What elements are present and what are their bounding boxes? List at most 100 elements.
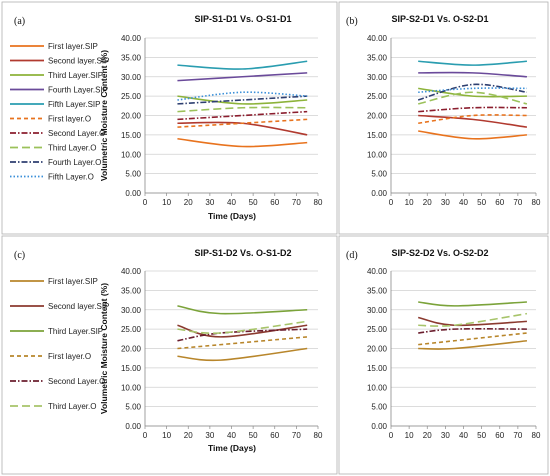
x-tick-label: 20 bbox=[184, 431, 193, 440]
panel-label: (c) bbox=[14, 250, 25, 261]
series-line bbox=[418, 130, 527, 140]
chart-title: SIP-S2-D2 Vs. O-S2-D2 bbox=[391, 248, 488, 258]
x-tick-label: 10 bbox=[162, 198, 171, 207]
x-tick-label: 50 bbox=[477, 431, 486, 440]
x-tick-label: 20 bbox=[184, 198, 193, 207]
y-tick-label: 15.00 bbox=[367, 364, 388, 373]
x-tick-label: 60 bbox=[270, 198, 279, 207]
y-tick-label: 25.00 bbox=[367, 325, 388, 334]
legend: First layer.SIP Second layer.SIP Third Lay… bbox=[10, 42, 109, 182]
x-tick-label: 40 bbox=[227, 431, 236, 440]
x-tick-label: 30 bbox=[205, 431, 214, 440]
x-tick-label: 0 bbox=[389, 431, 394, 440]
panel-frame bbox=[1, 1, 338, 235]
x-tick-label: 60 bbox=[495, 198, 504, 207]
y-tick-label: 20.00 bbox=[121, 345, 142, 354]
y-tick-label: 25.00 bbox=[367, 92, 388, 101]
panel-label: (d) bbox=[346, 250, 358, 261]
y-axis-label: Volumetric Moisture Content (%) bbox=[99, 283, 109, 414]
chart-title: SIP-S2-D1 Vs. O-S2-D1 bbox=[391, 14, 488, 24]
series-line bbox=[177, 347, 308, 362]
series-line bbox=[177, 137, 308, 148]
chart-title: SIP-S1-D2 Vs. O-S1-D2 bbox=[194, 248, 291, 258]
x-tick-label: 0 bbox=[143, 198, 148, 207]
series-line bbox=[418, 339, 528, 350]
legend-entry: Second layer.SIP bbox=[48, 57, 109, 66]
y-tick-label: 5.00 bbox=[371, 170, 387, 179]
y-axis-label: Volumetric Moisture Content (%) bbox=[99, 50, 109, 181]
y-tick-label: 35.00 bbox=[367, 286, 388, 295]
legend-entry: Fourth Layer.O bbox=[48, 158, 101, 167]
legend-entry: First layer.SIP bbox=[48, 42, 98, 51]
x-tick-label: 40 bbox=[227, 198, 236, 207]
chart-panel-c: SIP-S1-D2 Vs. O-S1-D2 (c) 0.00 5.00 10.00 15.… bbox=[10, 248, 323, 453]
chart-panel-b: SIP-S2-D1 Vs. O-S2-D1 (b) 0.00 5.00 10.00 15.… bbox=[346, 14, 541, 207]
y-tick-label: 15.00 bbox=[121, 131, 142, 140]
panel-frame bbox=[338, 235, 549, 475]
series-line bbox=[177, 324, 308, 338]
chart-panel-a: SIP-S1-D1 Vs. O-S1-D1 (a) 0.00 5.00 10.00 15.… bbox=[10, 14, 323, 221]
y-tick-label: 5.00 bbox=[371, 403, 387, 412]
x-tick-label: 60 bbox=[270, 431, 279, 440]
y-tick-label: 40.00 bbox=[367, 267, 388, 276]
x-tick-label: 80 bbox=[532, 431, 541, 440]
y-tick-label: 0.00 bbox=[371, 422, 387, 431]
x-tick-label: 70 bbox=[513, 198, 522, 207]
legend-entry: Third Layer.O bbox=[48, 402, 96, 411]
x-tick-label: 40 bbox=[459, 198, 468, 207]
y-tick-label: 15.00 bbox=[121, 364, 142, 373]
series-line bbox=[418, 91, 528, 105]
x-tick-label: 0 bbox=[389, 198, 394, 207]
y-tick-label: 30.00 bbox=[367, 73, 388, 82]
y-tick-label: 10.00 bbox=[367, 383, 388, 392]
x-tick-label: 60 bbox=[495, 431, 504, 440]
series-line bbox=[177, 106, 308, 113]
series-line bbox=[177, 72, 308, 82]
legend-entry: Second layer.SIP bbox=[48, 302, 109, 311]
y-tick-label: 35.00 bbox=[367, 53, 388, 62]
chart-title: SIP-S1-D1 Vs. O-S1-D1 bbox=[194, 14, 291, 24]
x-tick-label: 30 bbox=[205, 198, 214, 207]
legend-entry: First layer.O bbox=[48, 115, 91, 124]
y-tick-label: 30.00 bbox=[367, 306, 388, 315]
y-tick-label: 30.00 bbox=[121, 306, 142, 315]
y-tick-label: 35.00 bbox=[121, 286, 142, 295]
legend: First layer.SIP Second layer.SIP Third Lay… bbox=[10, 277, 109, 411]
x-tick-label: 40 bbox=[459, 431, 468, 440]
y-tick-label: 20.00 bbox=[367, 345, 388, 354]
series-line bbox=[177, 320, 308, 335]
series-line bbox=[177, 305, 308, 315]
x-tick-label: 80 bbox=[314, 431, 323, 440]
panel-label: (a) bbox=[14, 16, 25, 27]
x-tick-label: 70 bbox=[513, 431, 522, 440]
x-tick-label: 0 bbox=[143, 431, 148, 440]
y-tick-label: 25.00 bbox=[121, 92, 142, 101]
x-tick-label: 10 bbox=[162, 431, 171, 440]
series-line bbox=[418, 301, 527, 307]
series-line bbox=[418, 328, 527, 334]
legend-entry: First layer.SIP bbox=[48, 277, 98, 286]
y-tick-label: 15.00 bbox=[367, 131, 388, 140]
x-tick-label: 30 bbox=[441, 198, 450, 207]
x-tick-label: 10 bbox=[405, 431, 414, 440]
x-tick-label: 10 bbox=[405, 198, 414, 207]
y-tick-label: 40.00 bbox=[121, 34, 142, 43]
legend-entry: Third Layer.O bbox=[48, 144, 96, 153]
panel-frame bbox=[1, 235, 338, 475]
series-line bbox=[418, 312, 528, 327]
y-tick-label: 0.00 bbox=[125, 189, 141, 198]
series-line bbox=[177, 91, 308, 101]
series-line bbox=[177, 328, 308, 342]
x-tick-label: 70 bbox=[292, 431, 301, 440]
x-axis-label: Time (Days) bbox=[208, 211, 256, 221]
legend-entry: Third Layer.SIP bbox=[48, 327, 103, 336]
series-line bbox=[177, 60, 308, 70]
y-tick-label: 10.00 bbox=[121, 383, 142, 392]
y-tick-label: 35.00 bbox=[121, 53, 142, 62]
y-tick-label: 20.00 bbox=[367, 112, 388, 121]
x-tick-label: 70 bbox=[292, 198, 301, 207]
x-tick-label: 80 bbox=[314, 198, 323, 207]
x-axis-label: Time (Days) bbox=[208, 443, 256, 453]
y-tick-label: 0.00 bbox=[371, 189, 387, 198]
